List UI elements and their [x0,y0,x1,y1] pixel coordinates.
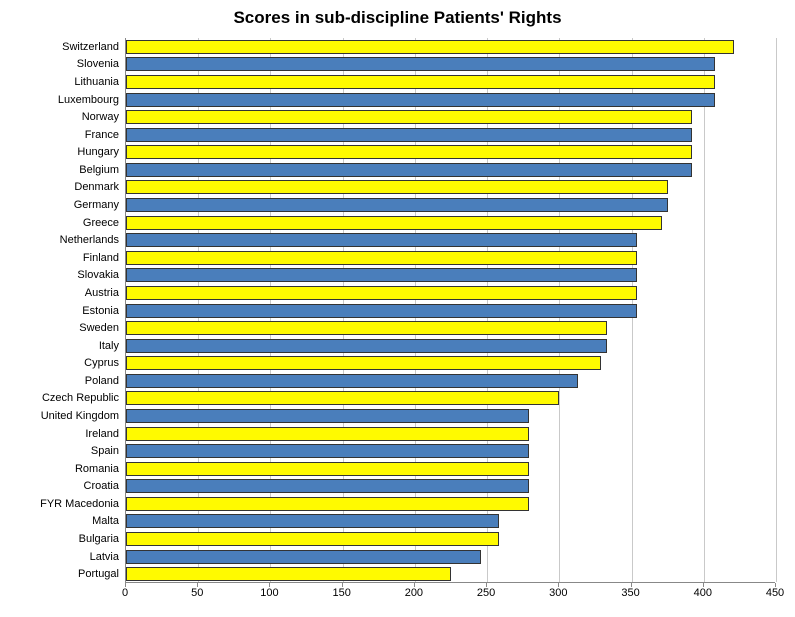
y-axis-label: Croatia [0,479,119,493]
y-axis-label: Hungary [0,145,119,159]
bar [126,198,668,212]
x-axis-label: 200 [405,587,423,599]
x-axis-label: 250 [477,587,495,599]
bar [126,268,637,282]
y-axis-label: Switzerland [0,40,119,54]
bar [126,163,692,177]
y-axis-label: Portugal [0,567,119,581]
x-axis-label: 0 [122,587,128,599]
bar [126,514,499,528]
bar [126,145,692,159]
bar [126,233,637,247]
bar [126,427,529,441]
bar [126,75,715,89]
y-axis-label: Cyprus [0,356,119,370]
y-axis-label: Malta [0,514,119,528]
y-axis-label: Czech Republic [0,391,119,405]
y-axis-label: Slovakia [0,268,119,282]
bar [126,304,637,318]
bar [126,497,529,511]
bar [126,567,451,581]
bar [126,356,601,370]
bar [126,40,734,54]
y-axis-label: Romania [0,462,119,476]
bar [126,444,529,458]
y-axis-label: Germany [0,198,119,212]
bar [126,216,662,230]
bar [126,321,607,335]
bar [126,93,715,107]
y-axis-label: Spain [0,444,119,458]
bar [126,479,529,493]
bar [126,462,529,476]
y-axis-label: Lithuania [0,75,119,89]
y-axis-label: Poland [0,374,119,388]
y-axis-label: Luxembourg [0,93,119,107]
bar [126,550,481,564]
y-axis-label: Latvia [0,550,119,564]
gridline [776,38,777,582]
y-axis-label: Austria [0,286,119,300]
y-axis-label: Bulgaria [0,532,119,546]
y-axis-label: Sweden [0,321,119,335]
plot-area [125,38,775,583]
bar [126,251,637,265]
bar [126,532,499,546]
bar [126,110,692,124]
y-axis-label: Finland [0,251,119,265]
y-axis-label: FYR Macedonia [0,497,119,511]
x-axis-label: 300 [549,587,567,599]
bar [126,391,559,405]
chart-container: Scores in sub-discipline Patients' Right… [0,0,795,617]
x-axis-label: 100 [260,587,278,599]
y-axis-label: Estonia [0,304,119,318]
y-axis-label: Greece [0,216,119,230]
y-axis-label: Ireland [0,427,119,441]
y-axis-label: Norway [0,110,119,124]
y-axis-label: France [0,128,119,142]
bar [126,57,715,71]
gridline [704,38,705,582]
x-axis-label: 450 [766,587,784,599]
x-axis-label: 150 [332,587,350,599]
bar [126,339,607,353]
chart-title: Scores in sub-discipline Patients' Right… [0,8,795,28]
bar [126,180,668,194]
y-axis-label: United Kingdom [0,409,119,423]
y-axis-label: Denmark [0,180,119,194]
y-axis-label: Netherlands [0,233,119,247]
x-axis-label: 400 [694,587,712,599]
y-axis-label: Belgium [0,163,119,177]
x-axis-label: 50 [191,587,203,599]
bar [126,409,529,423]
bar [126,286,637,300]
bar [126,374,578,388]
bar [126,128,692,142]
y-axis-label: Italy [0,339,119,353]
x-axis-label: 350 [621,587,639,599]
y-axis-label: Slovenia [0,57,119,71]
